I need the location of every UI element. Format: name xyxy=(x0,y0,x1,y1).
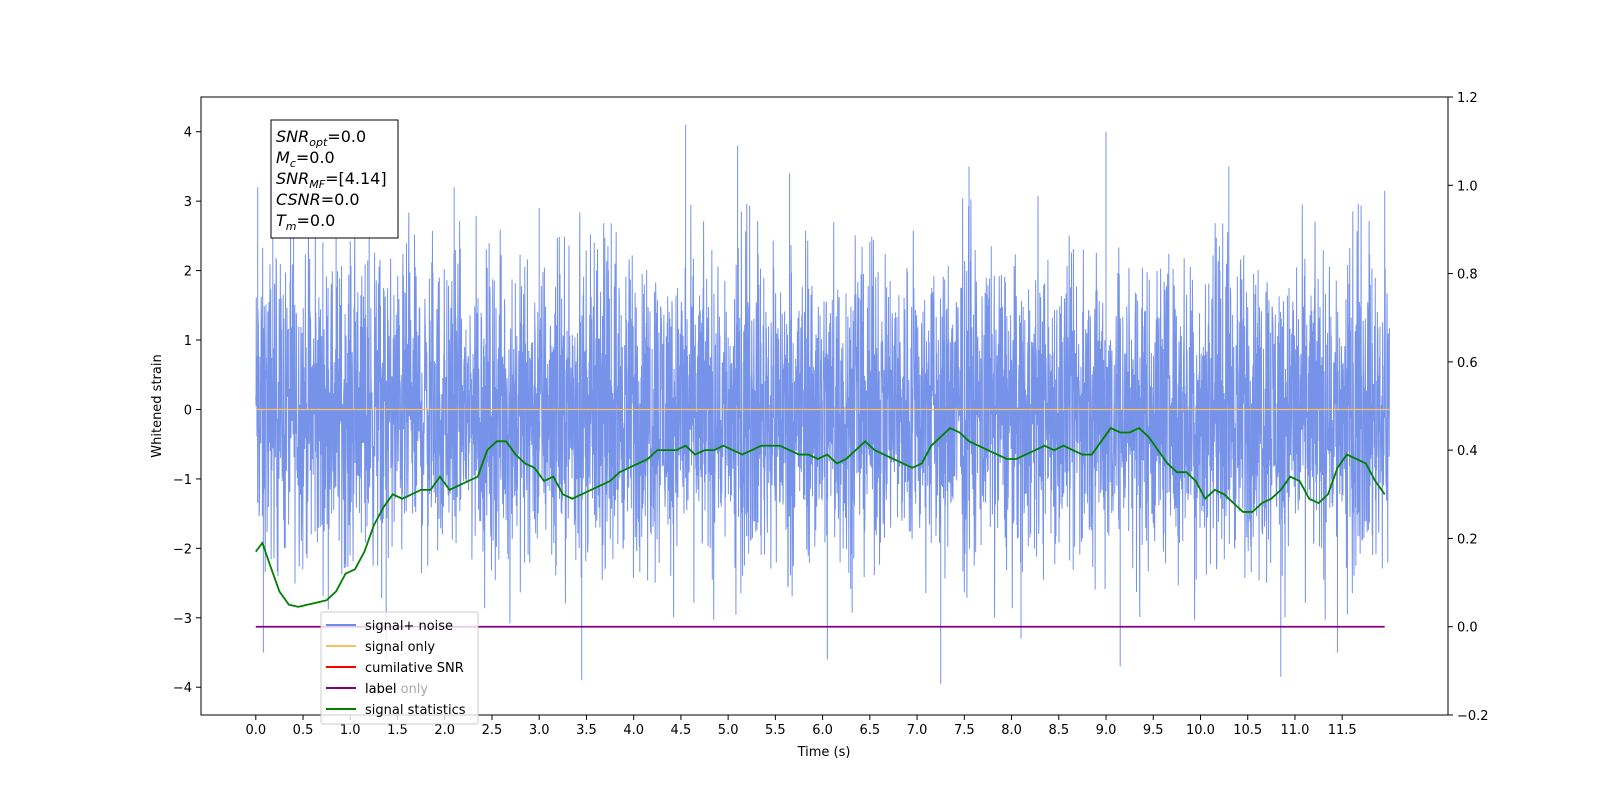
x-tick-label: 5.5 xyxy=(765,723,786,738)
x-tick-label: 11.0 xyxy=(1280,723,1309,738)
x-axis-label: Time (s) xyxy=(797,745,851,760)
y-axis-label: Whitened strain xyxy=(150,354,165,457)
info-value: =0.0 xyxy=(297,211,336,230)
y-right-tick-label: 0.4 xyxy=(1457,444,1478,459)
x-tick-label: 11.5 xyxy=(1328,723,1357,738)
legend-entry-label: signal+ noise xyxy=(365,619,453,634)
info-box-line: CSNR=0.0 xyxy=(276,190,360,209)
x-tick-label: 10.0 xyxy=(1186,723,1215,738)
y-right-tick-label: 0.8 xyxy=(1457,268,1478,283)
noise-trace xyxy=(255,124,1390,684)
y-left-tick-label: −2 xyxy=(173,542,192,557)
y-left-tick-label: −3 xyxy=(173,612,192,627)
y-left-tick-label: 4 xyxy=(184,126,192,141)
info-box-line: SNRMF=[4.14] xyxy=(276,169,387,191)
legend-entry-label: signal statistics xyxy=(365,703,466,718)
x-tick-label: 4.0 xyxy=(623,723,644,738)
info-symbol: SNR xyxy=(276,127,309,146)
x-tick-label: 0.0 xyxy=(245,723,266,738)
info-symbol: T xyxy=(276,211,287,230)
x-tick-label: 2.0 xyxy=(434,723,455,738)
y-right-tick-label: 1.0 xyxy=(1457,179,1478,194)
x-tick-label: 3.0 xyxy=(529,723,550,738)
signal-statistics-line xyxy=(255,426,1386,608)
y-axis-left-ticks: 4 3 2 1 0 −1 −2 −3 −4 xyxy=(173,126,201,696)
x-tick-label: 3.5 xyxy=(576,723,597,738)
info-subscript: opt xyxy=(309,136,328,149)
x-tick-label: 6.5 xyxy=(860,723,881,738)
info-box-frame xyxy=(270,119,399,239)
info-value: =0.0 xyxy=(327,127,366,146)
legend-frame xyxy=(320,611,479,725)
info-symbol: CSNR xyxy=(276,190,321,209)
y-left-tick-label: −4 xyxy=(173,681,192,696)
x-tick-label: 8.0 xyxy=(1001,723,1022,738)
legend-entry-label: cumilative SNR xyxy=(365,661,464,676)
y-axis-right-ticks: 1.2 1.0 0.8 0.6 0.4 0.2 0.0 −0.2 xyxy=(1448,91,1489,724)
y-left-tick-label: 2 xyxy=(184,265,192,280)
legend: signal+ noise signal only cumilative SNR la… xyxy=(320,611,479,725)
y-left-tick-label: 0 xyxy=(184,403,192,418)
x-tick-label: 9.0 xyxy=(1096,723,1117,738)
y-right-tick-label: 0.6 xyxy=(1457,356,1478,371)
y-left-tick-label: 1 xyxy=(184,334,192,349)
x-tick-label: 9.5 xyxy=(1143,723,1164,738)
info-subscript: c xyxy=(290,157,296,170)
x-tick-label: 7.0 xyxy=(907,723,928,738)
x-tick-label: 4.5 xyxy=(671,723,692,738)
y-left-tick-label: 3 xyxy=(184,195,192,210)
x-tick-label: 10.5 xyxy=(1233,723,1262,738)
x-tick-label: 0.5 xyxy=(293,723,314,738)
y-right-tick-label: 1.2 xyxy=(1457,91,1478,106)
x-tick-label: 5.0 xyxy=(718,723,739,738)
info-symbol: M xyxy=(276,148,290,167)
x-tick-label: 8.5 xyxy=(1048,723,1069,738)
y-right-tick-label: −0.2 xyxy=(1457,709,1489,724)
legend-entry-label: signal only xyxy=(365,640,435,655)
y-right-tick-label: 0.2 xyxy=(1457,532,1478,547)
info-box-line: Mc=0.0 xyxy=(276,148,335,170)
info-value: =[4.14] xyxy=(325,169,387,188)
x-tick-label: 2.5 xyxy=(482,723,503,738)
info-symbol: SNR xyxy=(276,169,309,188)
x-tick-label: 1.5 xyxy=(387,723,408,738)
info-subscript: m xyxy=(286,220,297,233)
y-right-tick-label: 0.0 xyxy=(1457,621,1478,636)
legend-entry-label: label only xyxy=(365,682,428,697)
y-left-tick-label: −1 xyxy=(173,473,192,488)
info-subscript: MF xyxy=(309,178,325,191)
info-value: =0.0 xyxy=(321,190,360,209)
plot-frame xyxy=(200,96,1449,716)
info-box: SNRopt=0.0Mc=0.0SNRMF=[4.14]CSNR=0.0Tm=0… xyxy=(270,119,399,239)
noise-series xyxy=(255,124,1390,684)
x-tick-label: 1.0 xyxy=(340,723,361,738)
legend-entry-label: label xyxy=(365,682,396,697)
info-box-line: Tm=0.0 xyxy=(276,211,335,233)
x-axis-ticks: 0.0 0.5 1.0 1.5 2.0 2.5 3.0 3.5 4.0 4.5 5.0 5.5 6.0 6… xyxy=(245,715,1357,738)
info-value: =0.0 xyxy=(296,148,335,167)
signal-statistics-series xyxy=(255,426,1386,608)
info-box-line: SNRopt=0.0 xyxy=(276,127,366,149)
x-tick-label: 6.0 xyxy=(812,723,833,738)
x-tick-label: 7.5 xyxy=(954,723,975,738)
